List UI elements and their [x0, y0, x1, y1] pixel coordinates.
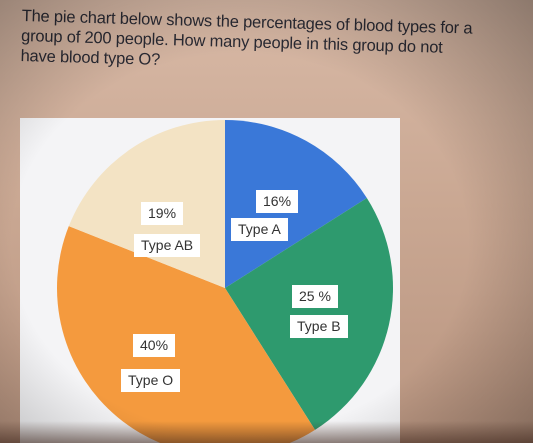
- slice-b-value-label: 25 %: [292, 285, 338, 308]
- chart-panel: 16% Type A 25 % Type B 40% Type O 19% Ty…: [20, 118, 400, 443]
- slice-a-value-label: 16%: [256, 190, 299, 213]
- question-text: The pie chart below shows the percentage…: [20, 6, 521, 80]
- pie-chart: [57, 120, 393, 443]
- slice-o-value-label: 40%: [133, 334, 176, 357]
- slice-ab-name-label: Type AB: [134, 234, 201, 257]
- slice-b-name-label: Type B: [290, 315, 348, 338]
- slice-o-name-label: Type O: [121, 369, 181, 392]
- slice-ab-value-label: 19%: [141, 202, 184, 225]
- pie-slice-type-b: [225, 197, 393, 430]
- photo-bottom-shadow: [0, 421, 533, 443]
- slice-a-name-label: Type A: [231, 218, 288, 241]
